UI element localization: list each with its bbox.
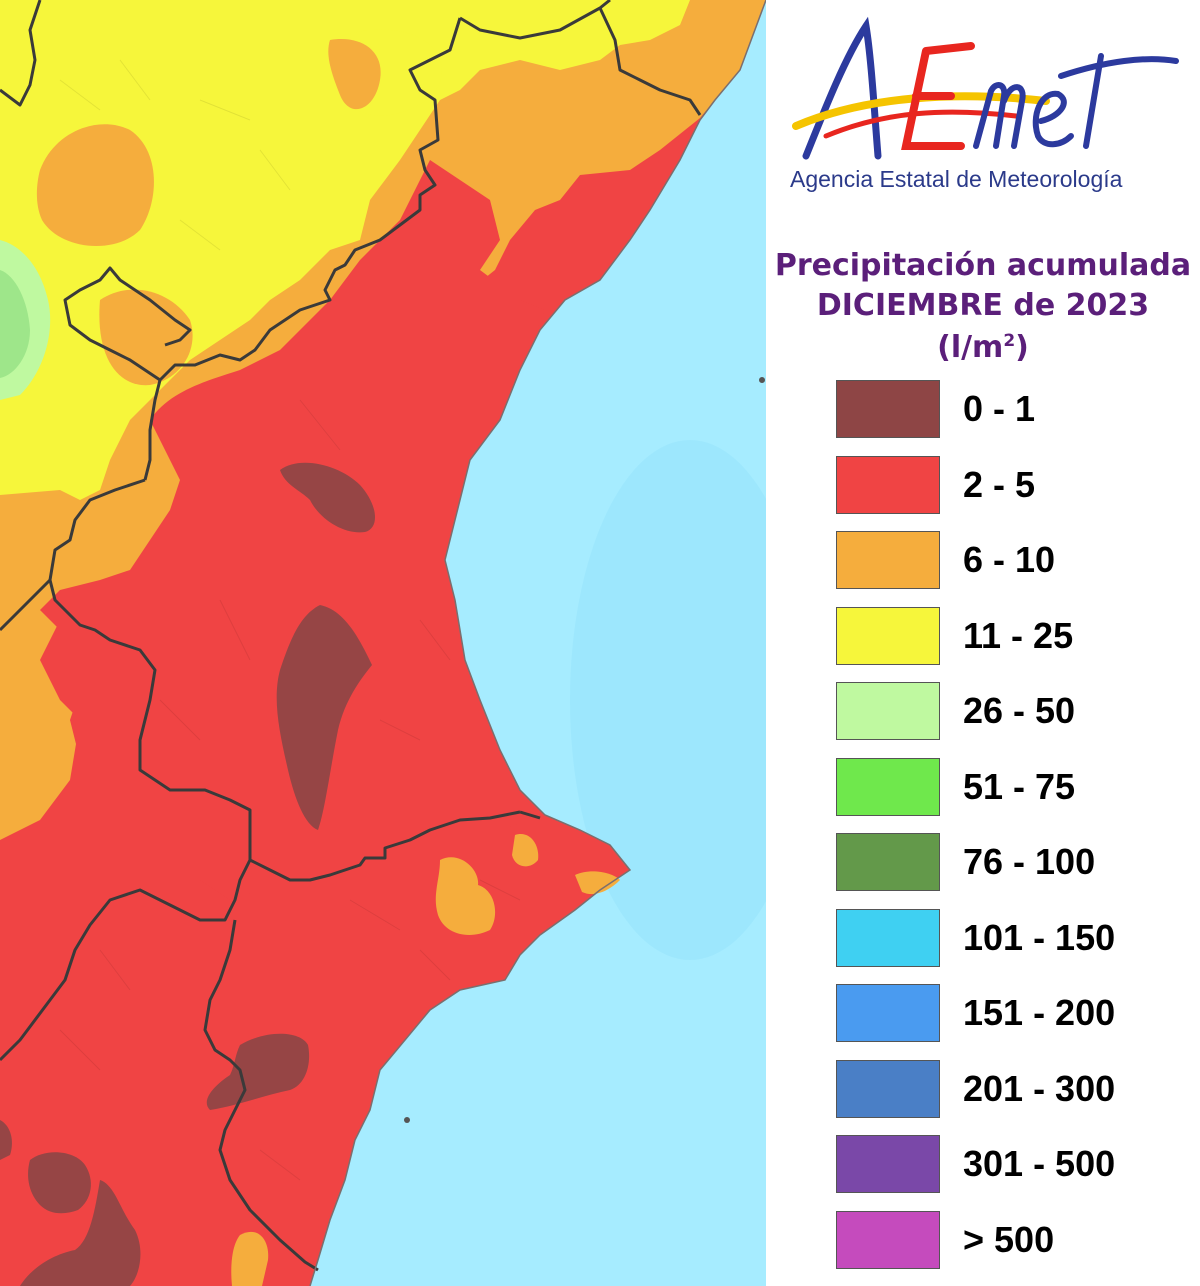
aemet-logo: [792, 16, 1179, 160]
legend-label: 201 - 300: [963, 1067, 1116, 1109]
legend-label: 0 - 1: [963, 388, 1036, 429]
sea-shade: [570, 440, 766, 960]
island-dot: [759, 377, 765, 383]
logo-letter-e2: [1032, 90, 1074, 148]
legend-item: 11 - 25: [836, 606, 1176, 669]
land-orange-patch: [36, 124, 154, 247]
logo-subtitle: Agencia Estatal de Meteorología: [790, 166, 1123, 192]
land-orange-patch: [575, 871, 620, 895]
legend-item: 201 - 300: [836, 1059, 1176, 1122]
legend-item: 0 - 1: [836, 380, 1176, 442]
land-darkred-zone: [280, 462, 376, 533]
map-unit: (l/m2): [766, 330, 1200, 365]
land-orange-patch: [328, 39, 381, 110]
legend-label: 26 - 50: [963, 690, 1076, 731]
legend-item: 51 - 75: [836, 757, 1176, 820]
legend-swatch: [836, 682, 940, 740]
unit-base: (l/m: [937, 330, 1004, 365]
legend-item: 76 - 100: [836, 833, 1176, 895]
relief-texture: [59, 59, 521, 1181]
land-orange-patch: [99, 289, 193, 386]
legend-item: 2 - 5: [836, 455, 1176, 518]
legend-swatch: [836, 757, 940, 816]
land-darkred-zone: [28, 1152, 91, 1214]
legend-label: 2 - 5: [963, 463, 1036, 505]
legend-swatch: [836, 531, 940, 589]
legend-label: 51 - 75: [963, 765, 1076, 807]
legend-item: 301 - 500: [836, 1135, 1176, 1197]
legend-item: 101 - 150: [836, 908, 1176, 971]
precipitation-map: [0, 0, 766, 1286]
legend-label: > 500: [963, 1218, 1055, 1260]
legend-swatch: [836, 908, 940, 967]
map-title-line1: Precipitación acumulada: [774, 248, 1192, 283]
legend-swatch: [836, 606, 940, 665]
legend-swatch: [836, 1135, 940, 1193]
legend-label: 301 - 500: [963, 1143, 1116, 1184]
land-green-patch: [0, 270, 30, 378]
logo-letter-t: [1058, 53, 1179, 149]
legend-swatch: [836, 1059, 940, 1118]
legend-swatch: [836, 833, 940, 891]
legend-label: 151 - 200: [963, 992, 1116, 1033]
map-title-line2: DICIEMBRE de 2023: [816, 288, 1150, 323]
land-red-core: [40, 160, 545, 900]
legend-label: 101 - 150: [963, 916, 1116, 958]
logo-letter-a: [802, 16, 882, 160]
legend-label: 6 - 10: [963, 539, 1056, 580]
legend-swatch: [836, 455, 940, 514]
land-orange-patch: [435, 857, 496, 935]
legend-panel: Agencia Estatal de Meteorología Precipit…: [766, 0, 1200, 1286]
logo-letter-m: [973, 82, 1026, 149]
legend-swatch: [836, 1210, 940, 1269]
island-dot: [404, 1117, 410, 1123]
land-darkred-zone: [276, 605, 372, 830]
land-darkred-zone: [0, 1120, 12, 1160]
legend-label: 11 - 25: [963, 614, 1074, 656]
land-orange-patch: [512, 834, 539, 867]
unit-close: ): [1015, 330, 1029, 365]
province-borders: [0, 0, 702, 1272]
land-darkred-zone: [206, 1033, 310, 1110]
legend-item: > 500: [836, 1210, 1176, 1273]
legend-item: 151 - 200: [836, 984, 1176, 1046]
legend-item: 26 - 50: [836, 682, 1176, 744]
logo-letter-e: [901, 42, 975, 150]
legend-label: 76 - 100: [963, 841, 1096, 882]
legend-item: 6 - 10: [836, 531, 1176, 593]
land-orange-patch: [231, 1231, 269, 1286]
land-darkred-zone: [20, 1180, 141, 1286]
logo-swoosh-red: [823, 109, 1019, 139]
legend-swatch: [836, 984, 940, 1042]
coastline: [309, 0, 766, 1286]
legend-swatch: [836, 380, 940, 438]
unit-exponent: 2: [1003, 331, 1016, 351]
